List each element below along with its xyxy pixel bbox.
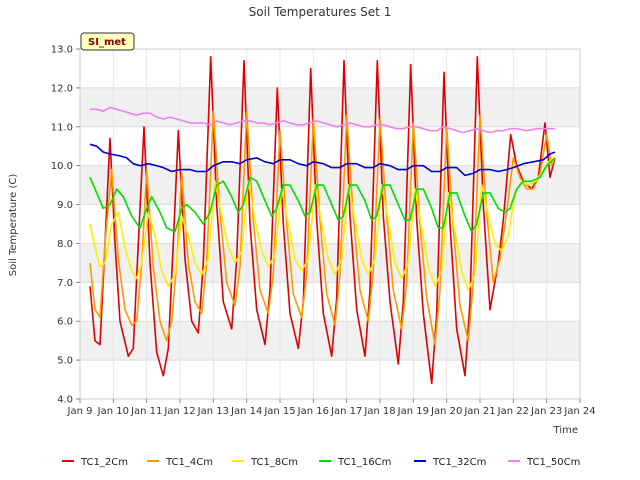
x-tick-label: Jan 12 xyxy=(163,406,195,417)
legend: TC1_2Cm TC1_4Cm TC1_8Cm TC1_16Cm TC1_32Cm TC1… xyxy=(62,457,580,468)
y-tick-label: 7.0 xyxy=(57,278,73,289)
series-line-tc1-4cm xyxy=(89,110,556,346)
plot-area-frame xyxy=(79,48,581,400)
legend-label: TC1_2Cm xyxy=(80,457,128,468)
x-tick-label: Jan 23 xyxy=(530,406,562,417)
x-tick-label: Jan 16 xyxy=(297,406,329,417)
series-line-tc1-8cm xyxy=(89,157,556,291)
y-tick-label: 5.0 xyxy=(57,356,73,367)
legend-label: TC1_16Cm xyxy=(337,457,391,468)
series-line-tc1-32cm xyxy=(89,143,556,177)
x-tick-label: Jan 17 xyxy=(330,406,362,417)
legend-item-tc1-8cm: TC1_8Cm xyxy=(232,457,298,468)
x-tick-label: Jan 22 xyxy=(497,406,529,417)
background-band xyxy=(80,165,580,205)
legend-item-tc1-2cm: TC1_2Cm xyxy=(62,457,128,468)
plot-background-bands xyxy=(80,49,580,399)
x-tick-label: Jan 10 xyxy=(97,406,129,417)
legend-label: TC1_8Cm xyxy=(250,457,298,468)
legend-label: TC1_32Cm xyxy=(432,457,486,468)
background-band xyxy=(80,87,580,127)
x-tick-label: Jan 20 xyxy=(430,406,462,417)
background-band xyxy=(80,126,580,166)
station-badge-label: SI_met xyxy=(88,37,126,48)
legend-label: TC1_50Cm xyxy=(526,457,580,468)
background-band xyxy=(80,282,580,322)
background-band xyxy=(80,49,580,88)
series-line-tc1-16cm xyxy=(89,157,556,233)
series-line-tc1-2cm xyxy=(89,56,556,385)
y-axis-title: Soil Temperature (C) xyxy=(8,174,19,277)
legend-item-tc1-16cm: TC1_16Cm xyxy=(319,457,391,468)
x-axis-ticks: Jan 9 Jan 10 Jan 11 Jan 12 Jan 13 Jan 14 Jan 1… xyxy=(67,399,596,417)
x-tick-label: Jan 9 xyxy=(67,406,93,417)
legend-item-tc1-4cm: TC1_4Cm xyxy=(147,457,213,468)
x-tick-label: Jan 21 xyxy=(463,406,495,417)
x-tick-label: Jan 24 xyxy=(563,406,595,417)
legend-item-tc1-50cm: TC1_50Cm xyxy=(508,457,580,468)
background-band xyxy=(80,360,580,399)
background-band xyxy=(80,204,580,244)
station-badge: SI_met xyxy=(80,32,135,51)
x-tick-label: Jan 19 xyxy=(397,406,429,417)
legend-label: TC1_4Cm xyxy=(165,457,213,468)
chart-title: Soil Temperatures Set 1 xyxy=(249,5,392,19)
y-axis-ticks: 4.0 5.0 6.0 7.0 8.0 9.0 10.0 11.0 12.0 13.0 xyxy=(51,45,80,406)
y-tick-label: 6.0 xyxy=(57,317,73,328)
series-layer xyxy=(89,56,556,385)
y-tick-label: 12.0 xyxy=(51,83,73,94)
x-tick-label: Jan 15 xyxy=(263,406,295,417)
y-tick-label: 13.0 xyxy=(51,45,73,56)
y-tick-label: 9.0 xyxy=(57,200,73,211)
y-tick-label: 11.0 xyxy=(51,122,73,133)
x-tick-label: Jan 13 xyxy=(197,406,229,417)
background-band xyxy=(80,321,580,361)
x-tick-label: Jan 18 xyxy=(363,406,395,417)
y-tick-label: 10.0 xyxy=(51,161,73,172)
x-tick-label: Jan 14 xyxy=(230,406,262,417)
station-badge-box xyxy=(80,32,135,51)
y-tick-label: 4.0 xyxy=(57,395,73,406)
series-line-tc1-50cm xyxy=(90,106,555,134)
legend-item-tc1-32cm: TC1_32Cm xyxy=(414,457,486,468)
x-tick-label: Jan 11 xyxy=(130,406,162,417)
y-tick-label: 8.0 xyxy=(57,239,73,250)
x-axis-title: Time xyxy=(553,425,578,436)
